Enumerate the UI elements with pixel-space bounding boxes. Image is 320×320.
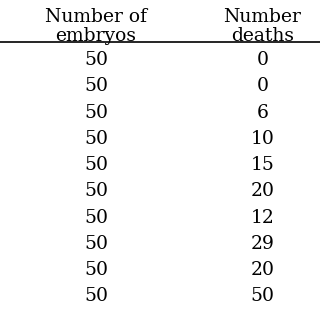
Text: 0: 0	[256, 51, 268, 69]
Text: 29: 29	[251, 235, 274, 253]
Text: 50: 50	[84, 51, 108, 69]
Text: Number of: Number of	[45, 8, 147, 26]
Text: 20: 20	[250, 261, 274, 279]
Text: 50: 50	[84, 130, 108, 148]
Text: 50: 50	[84, 104, 108, 122]
Text: 50: 50	[84, 261, 108, 279]
Text: 50: 50	[84, 287, 108, 305]
Text: Number: Number	[223, 8, 301, 26]
Text: 20: 20	[250, 182, 274, 200]
Text: 12: 12	[251, 209, 274, 227]
Text: 50: 50	[84, 235, 108, 253]
Text: 10: 10	[251, 130, 274, 148]
Text: 50: 50	[84, 77, 108, 95]
Text: 0: 0	[256, 77, 268, 95]
Text: 50: 50	[84, 209, 108, 227]
Text: 15: 15	[251, 156, 274, 174]
Text: 6: 6	[256, 104, 268, 122]
Text: 50: 50	[84, 156, 108, 174]
Text: 50: 50	[250, 287, 274, 305]
Text: embryos: embryos	[55, 27, 137, 45]
Text: 50: 50	[84, 182, 108, 200]
Text: deaths: deaths	[231, 27, 294, 45]
